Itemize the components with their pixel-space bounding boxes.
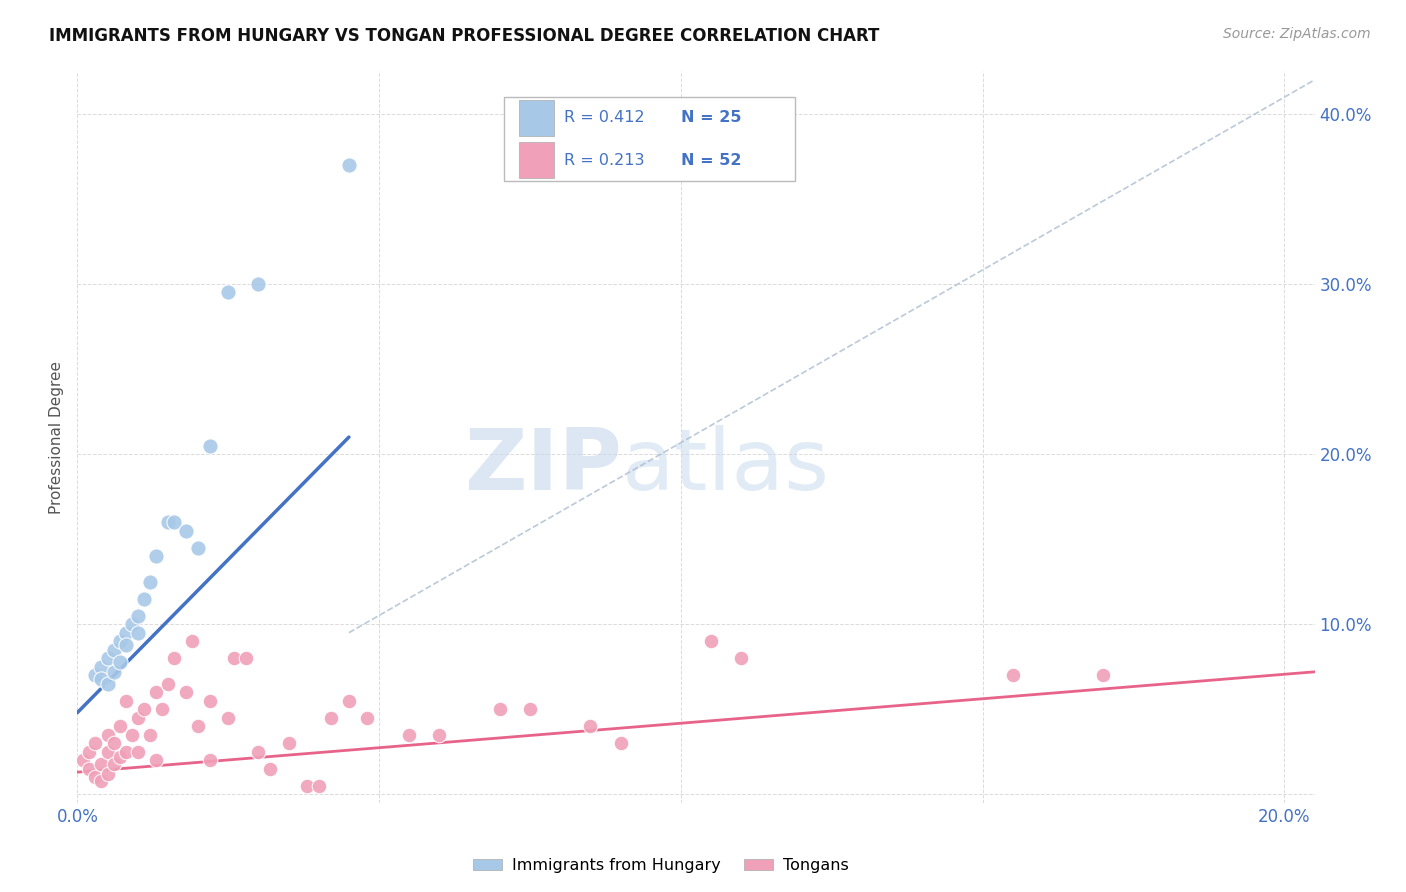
FancyBboxPatch shape — [505, 97, 794, 181]
Text: R = 0.412: R = 0.412 — [564, 111, 644, 126]
Point — [150, 702, 173, 716]
Point — [187, 541, 209, 555]
Point — [398, 728, 420, 742]
Point — [187, 719, 209, 733]
Point — [1001, 668, 1024, 682]
Point — [181, 634, 204, 648]
Point — [156, 515, 179, 529]
Point — [1092, 668, 1115, 682]
Text: Source: ZipAtlas.com: Source: ZipAtlas.com — [1223, 27, 1371, 41]
Point — [127, 745, 149, 759]
Point — [488, 702, 510, 716]
Point — [132, 591, 155, 606]
Point — [84, 770, 107, 784]
Point — [90, 773, 112, 788]
Point — [72, 753, 94, 767]
Point — [114, 638, 136, 652]
Point — [730, 651, 752, 665]
Point — [103, 665, 125, 679]
Point — [235, 651, 257, 665]
Point — [198, 439, 221, 453]
Point — [114, 694, 136, 708]
Legend: Immigrants from Hungary, Tongans: Immigrants from Hungary, Tongans — [467, 852, 855, 880]
Point — [163, 651, 186, 665]
Text: N = 25: N = 25 — [681, 111, 741, 126]
Text: R = 0.213: R = 0.213 — [564, 153, 644, 168]
Point — [132, 702, 155, 716]
Point — [90, 659, 112, 673]
Point — [609, 736, 631, 750]
Point — [127, 625, 149, 640]
Point — [114, 745, 136, 759]
Point — [145, 685, 167, 699]
Point — [224, 651, 246, 665]
Point — [337, 694, 360, 708]
Point — [174, 524, 197, 538]
Point — [103, 736, 125, 750]
Text: ZIP: ZIP — [464, 425, 621, 508]
Bar — [519, 143, 554, 178]
Point — [308, 779, 330, 793]
Point — [337, 158, 360, 172]
Point — [319, 711, 342, 725]
Point — [96, 728, 118, 742]
Point — [247, 277, 270, 291]
Point — [84, 668, 107, 682]
Point — [103, 642, 125, 657]
Point — [79, 745, 101, 759]
Point — [217, 285, 239, 300]
Point — [121, 728, 143, 742]
Point — [103, 756, 125, 771]
Point — [145, 753, 167, 767]
Text: N = 52: N = 52 — [681, 153, 741, 168]
Point — [121, 617, 143, 632]
Point — [127, 608, 149, 623]
Point — [163, 515, 186, 529]
Point — [156, 677, 179, 691]
Point — [247, 745, 270, 759]
Point — [198, 694, 221, 708]
Point — [356, 711, 378, 725]
Point — [579, 719, 602, 733]
Point — [127, 711, 149, 725]
Point — [96, 677, 118, 691]
Point — [90, 672, 112, 686]
Point — [90, 756, 112, 771]
Point — [114, 625, 136, 640]
Point — [96, 767, 118, 781]
Bar — [519, 101, 554, 136]
Point — [174, 685, 197, 699]
Point — [139, 728, 162, 742]
Point — [96, 745, 118, 759]
Point — [108, 655, 131, 669]
Point — [108, 634, 131, 648]
Point — [295, 779, 318, 793]
Point — [217, 711, 239, 725]
Point — [145, 549, 167, 563]
Point — [79, 762, 101, 776]
Point — [259, 762, 281, 776]
Point — [96, 651, 118, 665]
Point — [108, 750, 131, 764]
Point — [519, 702, 541, 716]
Y-axis label: Professional Degree: Professional Degree — [49, 360, 65, 514]
Text: atlas: atlas — [621, 425, 830, 508]
Point — [108, 719, 131, 733]
Point — [700, 634, 723, 648]
Point — [84, 736, 107, 750]
Point — [429, 728, 451, 742]
Point — [198, 753, 221, 767]
Point — [139, 574, 162, 589]
Text: IMMIGRANTS FROM HUNGARY VS TONGAN PROFESSIONAL DEGREE CORRELATION CHART: IMMIGRANTS FROM HUNGARY VS TONGAN PROFES… — [49, 27, 880, 45]
Point — [277, 736, 299, 750]
